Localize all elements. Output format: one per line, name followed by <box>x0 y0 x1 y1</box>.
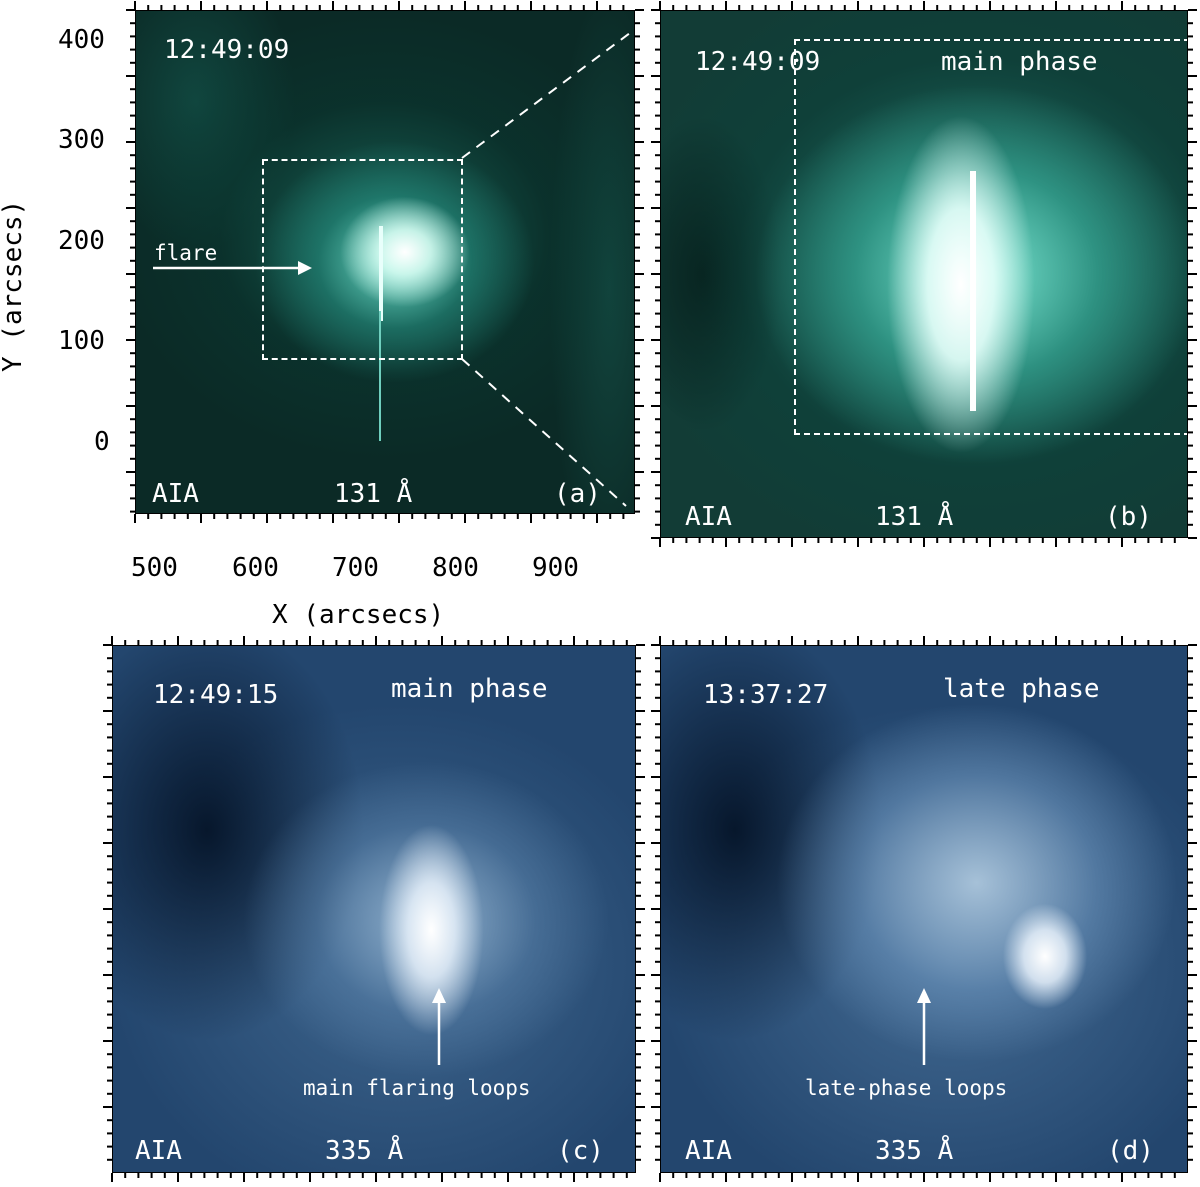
panel-b-instrument: AIA <box>685 502 732 532</box>
main-flaring-loops-label: main flaring loops <box>303 1076 531 1100</box>
late-phase-loops-label: late-phase loops <box>805 1076 1008 1100</box>
panel-d-image: 13:37:27 late phase late-phase loops AIA… <box>660 645 1188 1173</box>
y-tick-label: 300 <box>58 125 105 155</box>
panel-a-instrument: AIA <box>152 479 199 509</box>
panel-c-time: 12:49:15 <box>153 680 279 710</box>
x-tick-label: 800 <box>432 553 479 583</box>
y-tick-label: 400 <box>58 25 105 55</box>
panel-b-tag: (b) <box>1105 502 1152 532</box>
zoom-box <box>794 39 1187 435</box>
x-tick-label: 600 <box>232 553 279 583</box>
panel-c-image: 12:49:15 main phase main flaring loops A… <box>112 645 636 1173</box>
y-tick-label: 0 <box>94 427 110 457</box>
panel-b-phase: main phase <box>941 47 1098 77</box>
flare-ribbon <box>970 171 976 411</box>
panel-d-wavelength: 335 Å <box>875 1136 954 1166</box>
panel-a-wavelength: 131 Å <box>334 479 413 509</box>
panel-c-instrument: AIA <box>135 1136 182 1166</box>
panel-d-tag: (d) <box>1107 1136 1154 1166</box>
panel-a-time: 12:49:09 <box>164 35 290 65</box>
panel-b-image: 12:49:09 main phase AIA 131 Å (b) <box>660 10 1188 538</box>
x-tick-label: 700 <box>332 553 379 583</box>
zoom-box <box>262 159 463 360</box>
panel-c-wavelength: 335 Å <box>325 1136 404 1166</box>
panel-d-phase: late phase <box>943 674 1100 704</box>
y-axis-label: Y (arcsecs) <box>0 199 28 372</box>
y-tick-label: 100 <box>58 326 105 356</box>
x-axis-label: X (arcsecs) <box>272 600 445 630</box>
y-tick-label: 200 <box>58 226 105 256</box>
panel-a-tag: (a) <box>554 479 601 509</box>
x-tick-label: 500 <box>131 553 178 583</box>
x-tick-label: 900 <box>532 553 579 583</box>
flare-label: flare <box>154 241 218 265</box>
panel-d-instrument: AIA <box>685 1136 732 1166</box>
panel-d-time: 13:37:27 <box>703 680 829 710</box>
flare-ribbon <box>379 226 383 321</box>
panel-a-image: 12:49:09 flare AIA 131 Å (a) <box>135 10 635 514</box>
panel-b-time: 12:49:09 <box>695 47 821 77</box>
flare-jet <box>379 311 381 441</box>
panel-c-tag: (c) <box>557 1136 604 1166</box>
panel-c-phase: main phase <box>391 674 548 704</box>
panel-b-wavelength: 131 Å <box>875 502 954 532</box>
